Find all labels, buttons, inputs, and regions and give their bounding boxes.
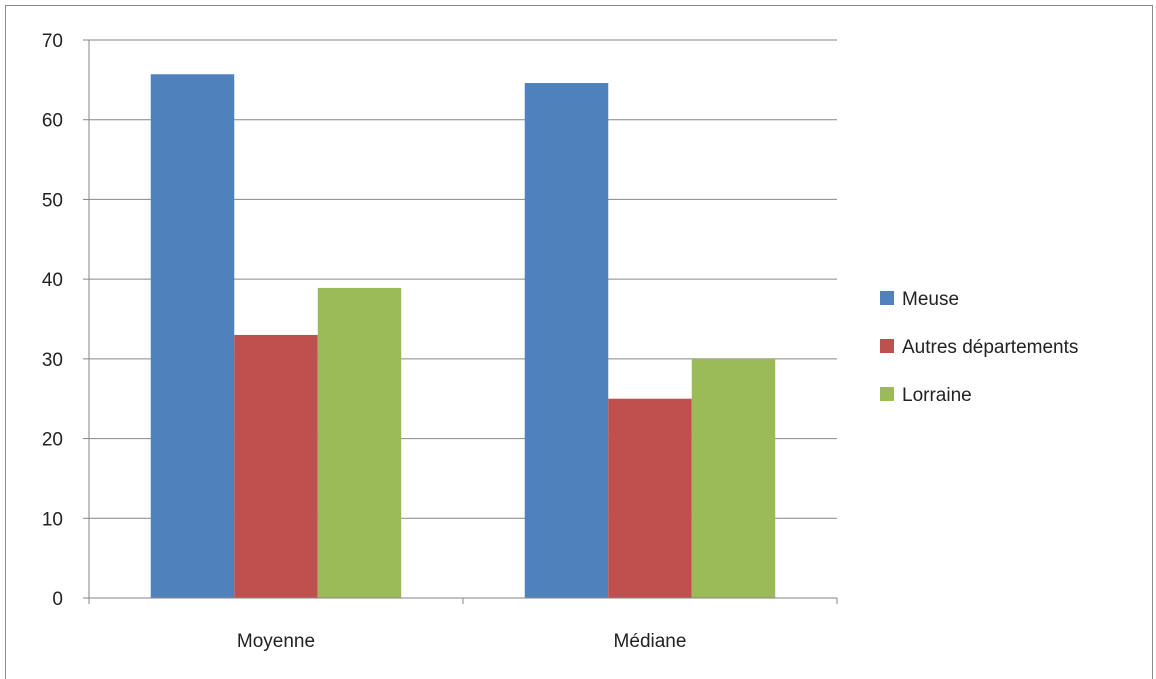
axes xyxy=(83,39,838,604)
legend-label: Autres départements xyxy=(902,337,1078,358)
legend-label: Lorraine xyxy=(902,385,972,406)
y-tick-label: 40 xyxy=(42,270,63,291)
y-tick-label: 0 xyxy=(52,589,63,610)
legend-swatch xyxy=(880,387,894,401)
y-tick-label: 30 xyxy=(42,350,63,371)
legend: Meuse Autres départements Lorraine xyxy=(880,289,1078,406)
y-tick-label: 50 xyxy=(42,190,63,211)
x-category-label: Médiane xyxy=(614,631,687,652)
bar-meuse-1 xyxy=(524,83,609,598)
legend-label: Meuse xyxy=(902,289,959,310)
x-category-label: Moyenne xyxy=(237,631,315,652)
x-category-labels: Moyenne Médiane xyxy=(237,631,687,652)
bar-lorraine-1 xyxy=(691,358,776,598)
bars xyxy=(150,74,776,598)
y-tick-label: 20 xyxy=(42,430,63,451)
y-tick-label: 70 xyxy=(42,31,63,52)
legend-swatch xyxy=(880,339,894,353)
bar-lorraine-0 xyxy=(317,287,402,598)
bar-autres-d-partements-1 xyxy=(608,398,692,598)
bar-autres-d-partements-0 xyxy=(234,334,318,598)
y-tick-label: 60 xyxy=(42,111,63,132)
y-tick-labels: 0 10 20 30 40 50 60 70 xyxy=(42,31,63,610)
y-tick-label: 10 xyxy=(42,509,63,530)
bar-meuse-0 xyxy=(150,74,235,598)
legend-swatch xyxy=(880,291,894,305)
